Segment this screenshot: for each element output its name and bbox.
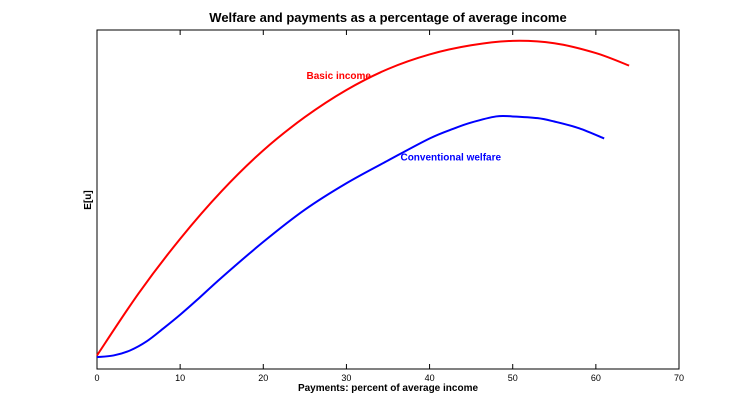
series-lines	[96, 39, 630, 359]
x-tick-label: 30	[341, 373, 351, 383]
x-axis-label: Payments: percent of average income	[298, 383, 479, 394]
x-tick-label: 20	[258, 373, 268, 383]
x-tick-label: 60	[591, 373, 601, 383]
series-annotation-0: Basic income	[307, 71, 372, 82]
x-tick-label: 0	[94, 373, 99, 383]
chart-title: Welfare and payments as a percentage of …	[209, 10, 566, 25]
x-axis-ticks: 0 10 20 30 40 50 60 70	[94, 30, 684, 383]
x-tick-label: 10	[175, 373, 185, 383]
series-line-0	[96, 39, 630, 356]
x-tick-label: 40	[425, 373, 435, 383]
plot-frame	[96, 29, 680, 370]
x-tick-label: 70	[674, 373, 684, 383]
x-tick-label: 50	[508, 373, 518, 383]
y-axis-label: E[u]	[83, 190, 94, 209]
series-line-1	[96, 114, 605, 359]
series-annotation-1: Conventional welfare	[400, 153, 501, 164]
annotations: Basic income Conventional welfare	[307, 71, 502, 163]
